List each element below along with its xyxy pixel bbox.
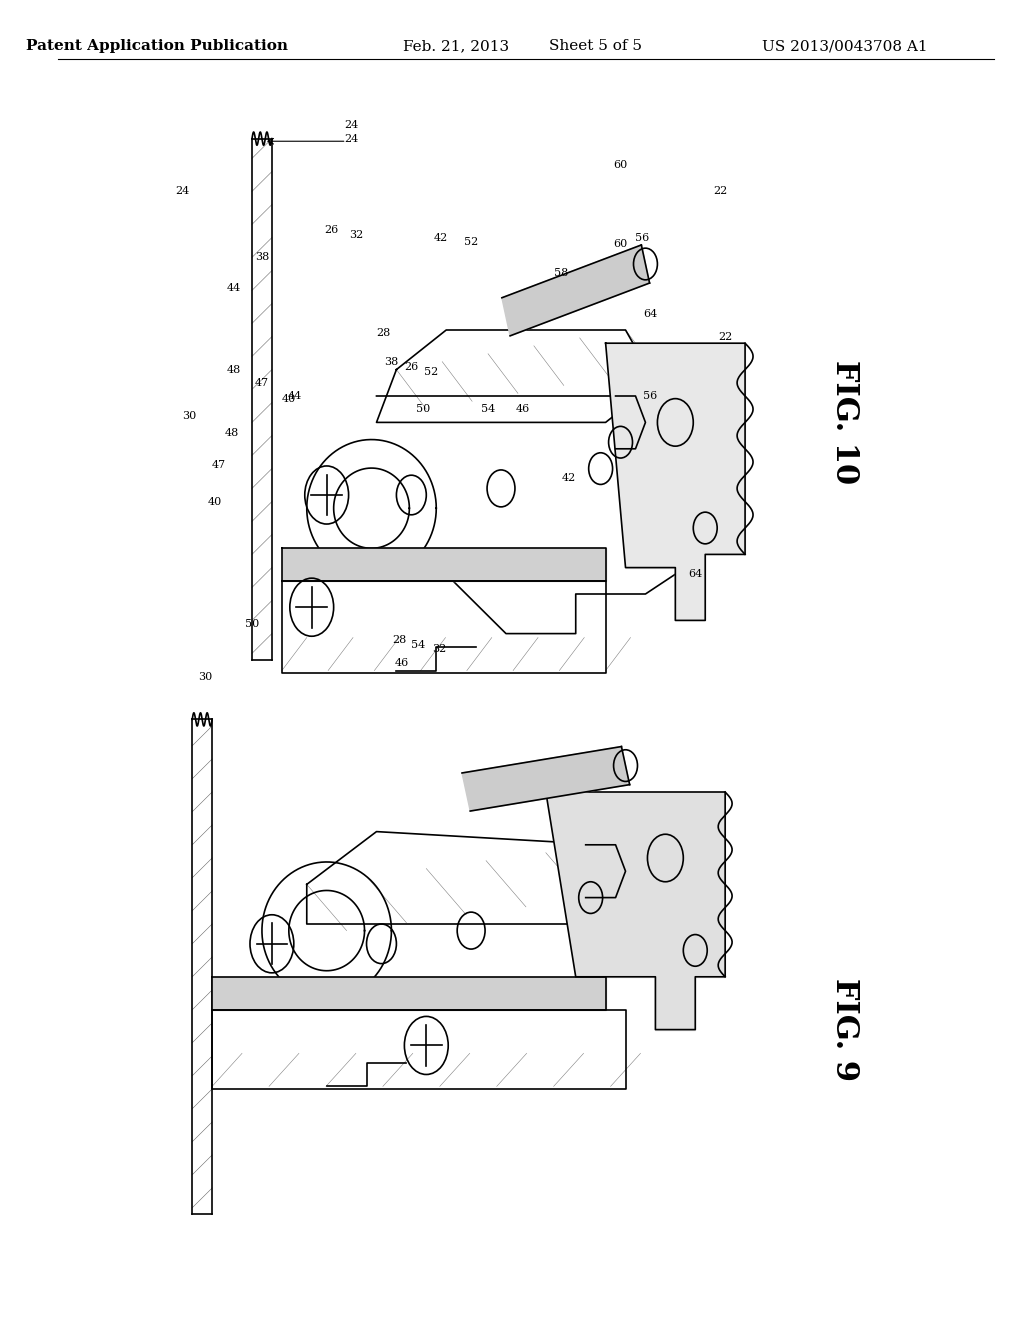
Text: 24: 24 bbox=[175, 186, 189, 197]
Polygon shape bbox=[546, 792, 725, 1030]
Text: 30: 30 bbox=[198, 672, 212, 682]
Text: 64: 64 bbox=[643, 309, 657, 319]
Text: 38: 38 bbox=[255, 252, 269, 263]
Text: Feb. 21, 2013: Feb. 21, 2013 bbox=[403, 40, 509, 53]
Text: 48: 48 bbox=[225, 428, 240, 438]
Text: 26: 26 bbox=[404, 362, 419, 372]
Text: 40: 40 bbox=[282, 393, 296, 404]
Text: 38: 38 bbox=[384, 356, 398, 367]
Text: 47: 47 bbox=[255, 378, 269, 388]
Text: 30: 30 bbox=[182, 411, 197, 421]
Text: 28: 28 bbox=[377, 327, 390, 338]
Text: 64: 64 bbox=[688, 569, 702, 579]
Text: 58: 58 bbox=[554, 268, 568, 279]
Polygon shape bbox=[282, 548, 605, 581]
Text: Sheet 5 of 5: Sheet 5 of 5 bbox=[549, 40, 642, 53]
Text: FIG. 9: FIG. 9 bbox=[829, 978, 860, 1081]
Text: 32: 32 bbox=[432, 644, 446, 655]
Text: 44: 44 bbox=[227, 282, 242, 293]
Text: 54: 54 bbox=[412, 640, 425, 651]
Text: 60: 60 bbox=[613, 239, 628, 249]
Text: 47: 47 bbox=[212, 459, 226, 470]
Text: 42: 42 bbox=[434, 232, 449, 243]
Text: 22: 22 bbox=[713, 186, 727, 197]
Text: 46: 46 bbox=[394, 657, 409, 668]
Text: FIG. 10: FIG. 10 bbox=[829, 360, 860, 484]
Text: 24: 24 bbox=[344, 133, 358, 144]
Text: 50: 50 bbox=[416, 404, 430, 414]
Text: 50: 50 bbox=[245, 619, 259, 630]
Text: 56: 56 bbox=[635, 232, 649, 243]
Text: 52: 52 bbox=[464, 236, 478, 247]
Text: 32: 32 bbox=[349, 230, 364, 240]
Text: 48: 48 bbox=[227, 364, 242, 375]
Text: 46: 46 bbox=[516, 404, 530, 414]
Polygon shape bbox=[212, 977, 605, 1010]
Polygon shape bbox=[462, 747, 630, 810]
Text: 54: 54 bbox=[481, 404, 496, 414]
Text: Patent Application Publication: Patent Application Publication bbox=[27, 40, 289, 53]
Text: 24: 24 bbox=[344, 120, 358, 131]
Text: 52: 52 bbox=[424, 367, 438, 378]
Text: 26: 26 bbox=[325, 224, 339, 235]
Polygon shape bbox=[502, 246, 649, 335]
Text: 42: 42 bbox=[561, 473, 575, 483]
Text: 44: 44 bbox=[288, 391, 302, 401]
Polygon shape bbox=[605, 343, 745, 620]
Text: 56: 56 bbox=[643, 391, 657, 401]
Text: US 2013/0043708 A1: US 2013/0043708 A1 bbox=[762, 40, 928, 53]
Text: 22: 22 bbox=[718, 331, 732, 342]
Text: 60: 60 bbox=[613, 160, 628, 170]
Text: 28: 28 bbox=[392, 635, 407, 645]
Text: 40: 40 bbox=[208, 496, 222, 507]
